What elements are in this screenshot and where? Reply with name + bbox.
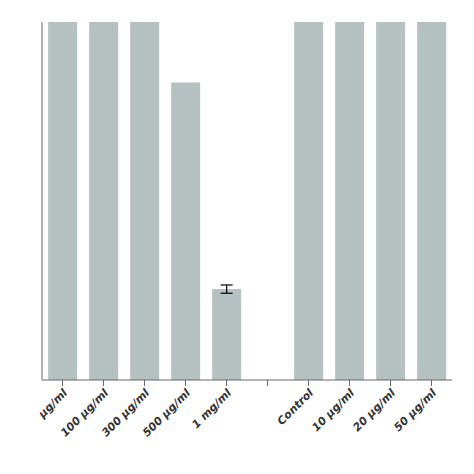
svg-text:300 μg/ml: 300 μg/ml: [99, 386, 153, 440]
svg-text:50 μg/ml: 50 μg/ml: [392, 386, 440, 434]
svg-text:500 μg/ml: 500 μg/ml: [140, 386, 193, 439]
svg-text:10 μg/ml: 10 μg/ml: [310, 386, 358, 434]
svg-text:μg/ml: μg/ml: [35, 386, 70, 421]
svg-text:20 μg/ml: 20 μg/ml: [351, 386, 399, 434]
svg-text:1 mg/ml: 1 mg/ml: [190, 386, 235, 431]
svg-text:Control: Control: [275, 386, 317, 428]
svg-text:100 μg/ml: 100 μg/ml: [58, 386, 112, 440]
